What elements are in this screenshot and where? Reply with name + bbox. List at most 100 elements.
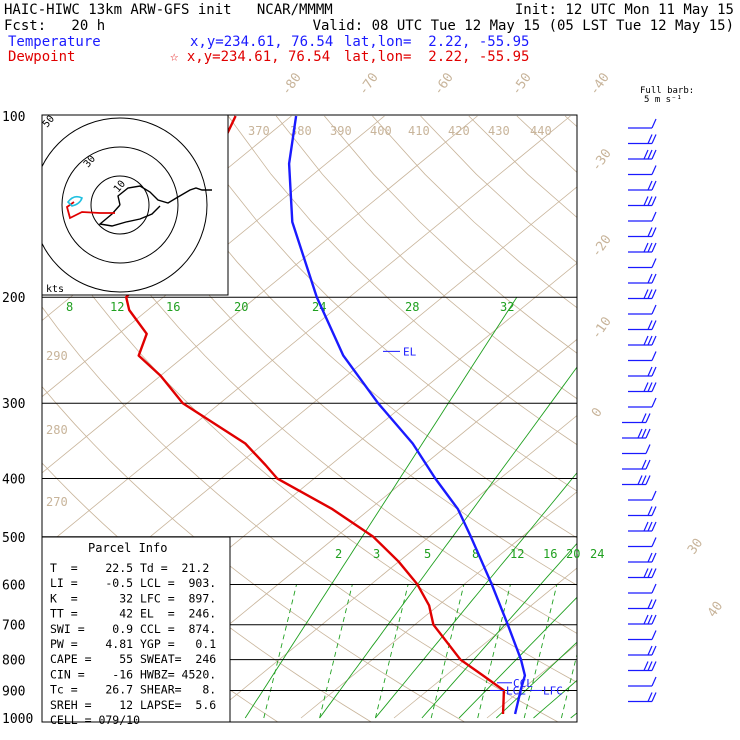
isotherm bbox=[393, 567, 577, 719]
pressure-labels: 100 200 300 400 500 600 700 800 900 1000 bbox=[2, 110, 33, 727]
parcel-info-row: Tc = 26.7 SHEAR= 8. bbox=[50, 683, 216, 697]
valid-time: Valid: 08 UTC Tue 12 May 15 (05 LST Tue … bbox=[312, 18, 734, 34]
parcel-info-row: PW = 4.81 YGP = 0.1 bbox=[50, 637, 216, 651]
pressure-label-400: 400 bbox=[2, 472, 25, 487]
mixing-ratio-line bbox=[374, 584, 409, 719]
pressure-label-900: 900 bbox=[2, 684, 25, 699]
hodo-units: kts bbox=[46, 284, 64, 295]
isotherm bbox=[300, 491, 577, 719]
mixing-ratio-label-upper: 32 bbox=[500, 300, 514, 314]
isotherm bbox=[114, 338, 577, 719]
isotherm-label: 0 bbox=[589, 405, 606, 420]
parcel-info-row: CELL = 079/10 bbox=[50, 713, 140, 727]
temperature-legend: Temperature bbox=[8, 34, 101, 50]
forecast-hour: Fcst: 20 h bbox=[4, 18, 106, 34]
moist-adiabat bbox=[421, 542, 577, 719]
isotherm-label: 30 bbox=[685, 536, 706, 557]
mixing-ratio-line bbox=[599, 584, 632, 718]
isotherm bbox=[42, 115, 478, 474]
dry-adiabat bbox=[613, 116, 740, 731]
pressure-label-600: 600 bbox=[2, 578, 25, 593]
dry-adiabat bbox=[131, 115, 577, 539]
wind-barb-column bbox=[622, 118, 657, 703]
theta-label: 290 bbox=[46, 349, 68, 363]
dry-adiabat bbox=[420, 115, 577, 264]
mixing-ratio-label-lower: 16 bbox=[543, 547, 557, 561]
mixing-ratio-line bbox=[560, 652, 577, 719]
theta-label: 370 bbox=[248, 124, 270, 138]
hodograph-low-level bbox=[65, 201, 115, 220]
mixing-ratio-line bbox=[319, 584, 353, 719]
theta-label: 410 bbox=[408, 124, 430, 138]
parcel-info-panel: Parcel Info T = 22.5 Td = 21.2LI = -0.5 … bbox=[41, 536, 231, 727]
mixing-ratio-label-upper: 16 bbox=[166, 300, 180, 314]
temperature-xy: x,y=234.61, 76.54 bbox=[190, 34, 334, 50]
dry-adiabat bbox=[324, 115, 577, 354]
theta-label: 400 bbox=[370, 124, 392, 138]
pressure-label-700: 700 bbox=[2, 619, 25, 634]
parcel-info-title: Parcel Info bbox=[88, 541, 167, 555]
isotherm bbox=[42, 115, 385, 398]
parcel-info-row: CIN = -16 HWBZ= 4520. bbox=[50, 667, 216, 681]
pressure-label-500: 500 bbox=[2, 531, 25, 546]
isotherm-label: -10 bbox=[589, 314, 615, 342]
barb-legend-line1: Full barb: bbox=[640, 86, 695, 96]
dry-adiabat bbox=[42, 306, 559, 722]
dewpoint-legend: Dewpoint bbox=[8, 49, 76, 65]
parcel-info-row: LI = -0.5 LCL = 903. bbox=[50, 576, 216, 590]
mixing-ratio-line bbox=[477, 584, 511, 719]
moist-adiabat bbox=[375, 472, 577, 719]
theta-label: 280 bbox=[46, 423, 68, 437]
parcel-info-row: SWI = 0.9 CCL = 874. bbox=[50, 622, 216, 636]
dewpoint-xy: ☆ x,y=234.61, 76.54 bbox=[170, 49, 331, 65]
mixing-ratio-line bbox=[430, 584, 465, 719]
isotherm bbox=[580, 116, 740, 718]
dry-adiabat bbox=[83, 115, 577, 586]
isotherm-label: -60 bbox=[431, 70, 457, 98]
mixing-ratio-label-lower: 20 bbox=[566, 547, 580, 561]
dry-adiabat bbox=[179, 115, 577, 492]
theta-label: 420 bbox=[448, 124, 470, 138]
lcl-label: LCL bbox=[506, 684, 526, 697]
theta-label: 440 bbox=[530, 124, 552, 138]
parcel-info-row: TT = 42 EL = 246. bbox=[50, 607, 216, 621]
isotherm-labels: -80 -70 -60 -50 -40 -30 -20 -10 0 30 40 bbox=[279, 70, 726, 620]
mixing-ratio-label-upper: 28 bbox=[405, 300, 419, 314]
parcel-info-row: CAPE = 55 SWEAT= 246 bbox=[50, 652, 216, 666]
plot-frame bbox=[41, 114, 578, 723]
pressure-label-800: 800 bbox=[2, 654, 25, 669]
parcel-info-row: T = 22.5 Td = 21.2 bbox=[50, 561, 209, 575]
lfc-label: LFC bbox=[543, 684, 563, 697]
parcel-info-row: K = 32 LFC = 897. bbox=[50, 591, 216, 605]
isotherm-label: -40 bbox=[587, 70, 613, 98]
hodograph-trace bbox=[117, 185, 212, 206]
dry-adiabat bbox=[468, 115, 577, 219]
dry-adiabat bbox=[710, 116, 740, 731]
mixing-ratio-label-lower: 3 bbox=[373, 547, 380, 561]
ccl-label: CCL bbox=[513, 677, 533, 690]
temperature-profile bbox=[287, 115, 527, 715]
parcel-info-row: SREH = 12 LAPSE= 5.6 bbox=[50, 698, 216, 712]
isotherm bbox=[673, 116, 740, 718]
barb-legend-line2: 5 m s⁻¹ bbox=[644, 95, 682, 105]
mixing-ratio-labels: 8 12 16 20 24 28 322 3 5 8 12 16 20 24 bbox=[66, 300, 604, 561]
dry-adiabat bbox=[42, 385, 466, 722]
mixing-ratio-label-lower: 24 bbox=[590, 547, 604, 561]
dry-adiabat bbox=[661, 116, 740, 731]
mixing-ratio-label-lower: 5 bbox=[424, 547, 431, 561]
dry-adiabat bbox=[372, 115, 577, 309]
mixing-ratio-label-upper: 20 bbox=[234, 300, 248, 314]
dry-adiabat bbox=[275, 115, 577, 400]
isotherm-label: -70 bbox=[356, 70, 382, 98]
pressure-label-100: 100 bbox=[2, 110, 25, 125]
mixing-ratio-label-upper: 8 bbox=[66, 300, 73, 314]
hodograph-inset: 10 30 50 kts bbox=[41, 114, 229, 296]
moist-adiabat bbox=[458, 596, 577, 719]
temperature-latlon: lat,lon= 2.22, -55.95 bbox=[344, 34, 530, 50]
moist-adiabat bbox=[244, 296, 518, 719]
isotherm-label: -30 bbox=[589, 146, 615, 174]
isotherm-label: -50 bbox=[509, 70, 535, 98]
